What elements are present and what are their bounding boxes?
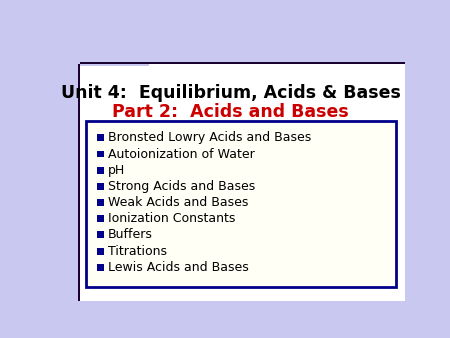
Bar xyxy=(56,41,405,64)
Bar xyxy=(97,150,104,158)
Bar xyxy=(97,232,104,238)
FancyBboxPatch shape xyxy=(86,121,396,287)
Text: Weak Acids and Bases: Weak Acids and Bases xyxy=(108,196,248,209)
Text: Ionization Constants: Ionization Constants xyxy=(108,212,235,225)
Bar xyxy=(97,264,104,271)
Bar xyxy=(297,48,405,54)
Bar xyxy=(78,41,80,301)
Bar xyxy=(97,215,104,222)
Bar xyxy=(56,41,149,74)
Bar xyxy=(56,41,78,301)
Text: Titrations: Titrations xyxy=(108,244,167,258)
Text: Buffers: Buffers xyxy=(108,228,153,241)
Text: Autoionization of Water: Autoionization of Water xyxy=(108,147,255,161)
Bar xyxy=(97,183,104,190)
Bar xyxy=(97,167,104,174)
Bar xyxy=(80,62,405,64)
Text: Strong Acids and Bases: Strong Acids and Bases xyxy=(108,180,256,193)
Bar xyxy=(97,199,104,206)
Bar xyxy=(97,135,104,141)
Bar xyxy=(297,54,405,62)
Text: pH: pH xyxy=(108,164,126,177)
Text: Unit 4:  Equilibrium, Acids & Bases: Unit 4: Equilibrium, Acids & Bases xyxy=(61,84,400,102)
Text: Part 2:  Acids and Bases: Part 2: Acids and Bases xyxy=(112,103,349,121)
Bar xyxy=(149,64,405,189)
Text: Bronsted Lowry Acids and Bases: Bronsted Lowry Acids and Bases xyxy=(108,131,311,144)
Text: Lewis Acids and Bases: Lewis Acids and Bases xyxy=(108,261,249,274)
Bar xyxy=(97,247,104,255)
Bar xyxy=(56,62,405,64)
